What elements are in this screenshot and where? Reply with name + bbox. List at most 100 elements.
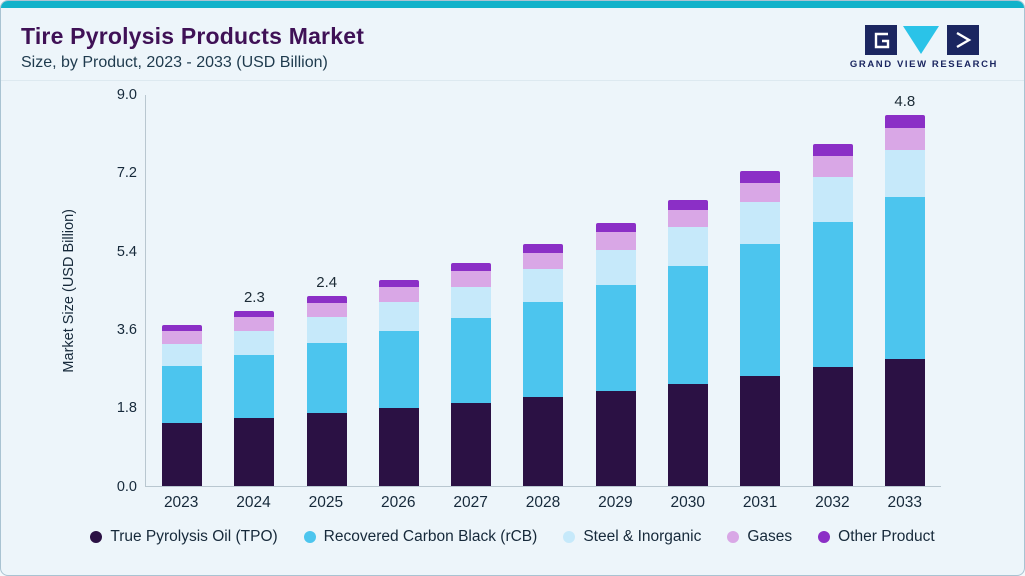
bar-stack (884, 114, 925, 486)
x-axis-labels: 2023 2024 2025 2026 2027 2028 2029 2030 2031 2032… (145, 494, 941, 512)
bar-segment-gases (234, 317, 275, 332)
bar-2033: 4.8 (869, 93, 941, 486)
bar-segment-true-pyrolysis-oil-tpo- (740, 376, 781, 486)
bar-segment-other-product (234, 310, 275, 318)
chart-area: Market Size (USD Billion) 0.0 1.8 3.6 5.4 7.… (1, 87, 1024, 512)
brand-wordmark: GRAND VIEW RESEARCH (849, 59, 998, 70)
bar-segment-gases (884, 127, 925, 150)
bar-segment-steel-inorganic (451, 286, 492, 319)
bar-2024: 2.3 (218, 289, 290, 486)
bar-segment-recovered-carbon-black-rcb- (523, 302, 564, 398)
bar-segment-other-product (306, 296, 347, 303)
bar-segment-steel-inorganic (378, 302, 419, 332)
bar-stack (234, 310, 275, 486)
bar-stack (812, 143, 853, 486)
page-title: Tire Pyrolysis Products Market (21, 23, 365, 49)
legend-item: Gases (727, 528, 792, 546)
bar-segment-recovered-carbon-black-rcb- (595, 284, 636, 392)
bar-segment-gases (451, 270, 492, 287)
bar-segment-gases (595, 232, 636, 250)
legend-item: Recovered Carbon Black (rCB) (303, 527, 538, 546)
bar-segment-other-product (162, 324, 203, 332)
bar-segment-gases (306, 302, 347, 318)
y-axis-title: Market Size (USD Billion) (61, 208, 77, 373)
bar-segment-steel-inorganic (884, 149, 925, 198)
legend-label: Gases (747, 527, 793, 545)
legend-swatch (563, 530, 576, 543)
y-axis-ticks: 0.0 1.8 3.6 5.4 7.2 9.0 (89, 87, 137, 495)
bar-segment-true-pyrolysis-oil-tpo- (523, 397, 564, 486)
x-tick-label: 2026 (381, 493, 416, 511)
bar-stack (523, 244, 564, 486)
chart-legend: True Pyrolysis Oil (TPO) Recovered Carbon… (1, 528, 1024, 546)
bar-segment-other-product (812, 143, 853, 156)
legend-label: Recovered Carbon Black (rCB) (323, 527, 538, 545)
bar-segment-recovered-carbon-black-rcb- (234, 355, 275, 419)
bar-segment-recovered-carbon-black-rcb- (378, 331, 419, 409)
legend-swatch (727, 530, 740, 543)
bar-segment-steel-inorganic (306, 317, 347, 344)
bar-segment-steel-inorganic (667, 227, 708, 266)
x-tick-label: 2031 (742, 493, 778, 511)
plot-column: 2.3 2.4 4.8 2023 2024 2025 2026 2027 2028 2029 20… (145, 93, 941, 512)
top-accent-bar (1, 1, 1024, 8)
bar-segment-steel-inorganic (162, 344, 203, 366)
x-tick-label: 2032 (815, 493, 850, 511)
legend-swatch (90, 530, 103, 543)
bar-stack (667, 200, 708, 486)
bar-segment-recovered-carbon-black-rcb- (667, 265, 708, 385)
x-tick-label: 2030 (670, 493, 705, 511)
bar-value-label: 2.4 (316, 274, 338, 292)
legend-item: Other Product (818, 528, 935, 546)
bar-segment-gases (162, 331, 203, 345)
bar-segment-gases (812, 155, 853, 177)
bar-2025: 2.4 (291, 274, 363, 486)
bar-segment-true-pyrolysis-oil-tpo- (306, 413, 347, 486)
bar-segment-true-pyrolysis-oil-tpo- (667, 384, 708, 486)
bar-2026 (363, 280, 435, 486)
y-tick-label: 7.2 (116, 165, 137, 182)
bar-segment-true-pyrolysis-oil-tpo- (884, 358, 925, 486)
bar-segment-recovered-carbon-black-rcb- (884, 197, 925, 359)
legend-item: Steel & Inorganic (563, 528, 701, 546)
bar-stack (451, 262, 492, 486)
page-subtitle: Size, by Product, 2023 - 2033 (USD Billi… (21, 53, 328, 71)
bar-segment-steel-inorganic (523, 269, 564, 303)
bar-segment-other-product (378, 280, 419, 288)
legend-item: True Pyrolysis Oil (TPO) (90, 528, 278, 546)
bar-2028 (507, 244, 579, 486)
bar-segment-recovered-carbon-black-rcb- (451, 318, 492, 403)
bar-segment-steel-inorganic (740, 202, 781, 245)
bar-segment-recovered-carbon-black-rcb- (306, 343, 347, 414)
bar-segment-true-pyrolysis-oil-tpo- (234, 418, 275, 486)
bar-segment-steel-inorganic (595, 249, 636, 285)
bar-value-label: 2.3 (243, 288, 265, 306)
x-tick-label: 2027 (453, 493, 488, 511)
title-block: Tire Pyrolysis Products Market Size, by … (21, 22, 364, 72)
brand-logo: GRAND VIEW RESEARCH (850, 24, 998, 70)
header: Tire Pyrolysis Products Market Size, by … (1, 8, 1024, 81)
x-tick-label: 2033 (887, 493, 923, 511)
bar-stack (162, 324, 203, 486)
bar-2027 (435, 262, 507, 486)
bar-2032 (796, 143, 868, 486)
legend-swatch (818, 530, 831, 543)
bar-2030 (652, 200, 724, 486)
bar-2031 (724, 171, 796, 486)
bar-segment-recovered-carbon-black-rcb- (740, 244, 781, 376)
y-tick-label: 1.8 (116, 400, 137, 417)
bar-segment-other-product (667, 200, 708, 210)
bar-segment-steel-inorganic (234, 331, 275, 356)
y-tick-label: 0.0 (116, 478, 137, 495)
x-tick-label: 2023 (163, 493, 199, 511)
bar-segment-recovered-carbon-black-rcb- (162, 366, 203, 423)
legend-label: Steel & Inorganic (583, 527, 702, 545)
bar-segment-gases (378, 287, 419, 303)
x-tick-label: 2029 (598, 493, 633, 511)
bar-value-label: 4.8 (894, 92, 916, 110)
bar-stack (306, 296, 347, 486)
bar-segment-steel-inorganic (812, 176, 853, 223)
bar-stack (378, 280, 419, 486)
bar-2029 (580, 223, 652, 486)
